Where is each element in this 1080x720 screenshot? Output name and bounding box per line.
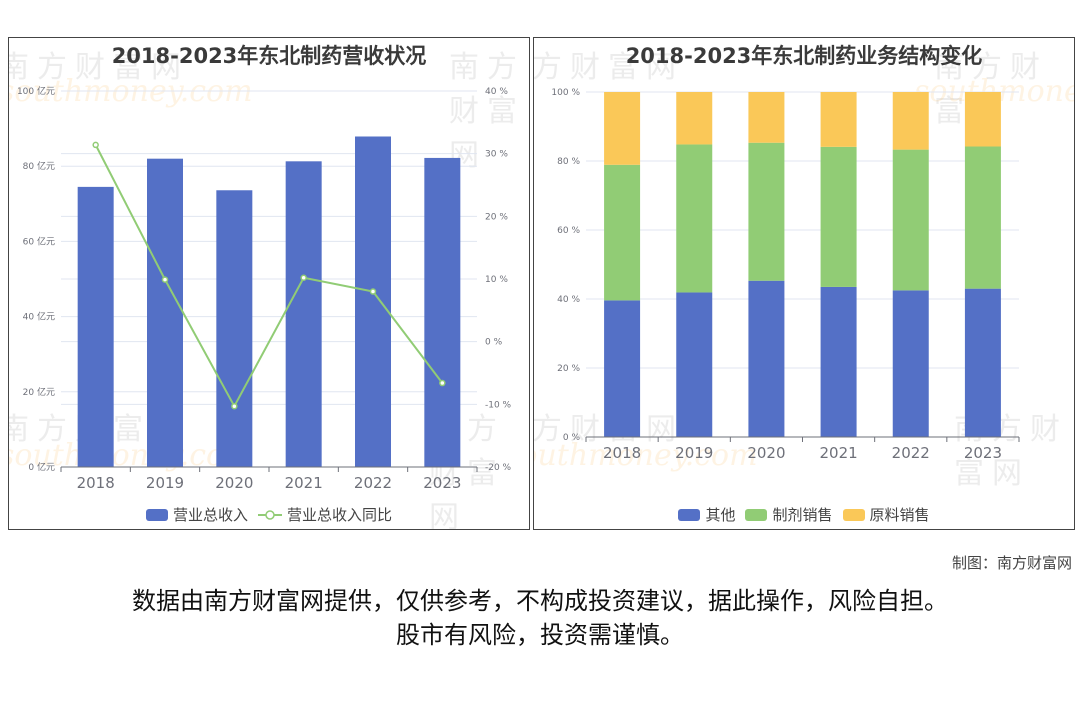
chart-legend: 其他 制剂销售 原料销售 — [534, 504, 1074, 525]
bar-swatch-icon — [842, 508, 865, 521]
disclaimer-line-1: 数据由南方财富网提供，仅供参考，不构成投资建议，据此操作，风险自担。 — [132, 587, 948, 615]
revenue-chart-panel: 南方财富网 southmoney.com 南方财富网 southmoney.co… — [8, 37, 530, 530]
chart-legend: 营业总收入 营业总收入同比 — [9, 504, 529, 525]
bar-swatch-icon — [745, 508, 768, 521]
disclaimer-line-2: 股市有风险，投资需谨慎。 — [396, 621, 684, 649]
svg-text:2022: 2022 — [892, 444, 930, 462]
svg-text:0 亿元: 0 亿元 — [28, 461, 55, 473]
svg-text:60 亿元: 60 亿元 — [23, 235, 55, 247]
svg-text:2019: 2019 — [146, 474, 184, 492]
legend-label: 其他 — [705, 506, 736, 524]
svg-text:2018: 2018 — [77, 474, 115, 492]
svg-text:40 亿元: 40 亿元 — [23, 311, 55, 323]
svg-text:10 %: 10 % — [485, 275, 508, 285]
bar-swatch-icon — [145, 508, 168, 521]
svg-text:40 %: 40 % — [485, 87, 508, 97]
legend-item-api-sales[interactable]: 原料销售 — [842, 504, 930, 525]
legend-label: 制剂销售 — [772, 506, 833, 524]
svg-text:0 %: 0 % — [563, 433, 581, 443]
line-circle-icon — [258, 509, 282, 520]
svg-text:2020: 2020 — [215, 474, 253, 492]
svg-text:60 %: 60 % — [557, 226, 580, 236]
svg-text:20 %: 20 % — [557, 364, 580, 374]
svg-text:80 %: 80 % — [557, 157, 580, 167]
svg-text:100 亿元: 100 亿元 — [17, 85, 55, 97]
svg-text:2023: 2023 — [964, 444, 1002, 462]
svg-text:2022: 2022 — [354, 474, 392, 492]
chart-title: 2018-2023年东北制药营收状况 — [111, 44, 427, 68]
bar-swatch-icon — [678, 508, 701, 521]
svg-text:2021: 2021 — [819, 444, 857, 462]
chart-title: 2018-2023年东北制药业务结构变化 — [625, 44, 983, 68]
svg-text:-10 %: -10 % — [485, 400, 512, 410]
legend-label: 营业总收入同比 — [287, 506, 393, 524]
svg-text:2023: 2023 — [423, 474, 461, 492]
svg-text:2018: 2018 — [603, 444, 641, 462]
revenue-plot: 0 亿元 20 亿元 40 亿元 60 亿元 80 亿元 100 亿元 -20 % -10 %… — [17, 85, 512, 492]
legend-item-other[interactable]: 其他 — [678, 504, 735, 525]
svg-text:30 %: 30 % — [485, 150, 508, 160]
legend-item-revenue-yoy[interactable]: 营业总收入同比 — [258, 504, 392, 525]
svg-text:2019: 2019 — [675, 444, 713, 462]
legend-label: 营业总收入 — [172, 506, 248, 524]
chart-credit: 制图：南方财富网 — [951, 554, 1072, 572]
svg-text:100 %: 100 % — [551, 88, 580, 98]
structure-plot: 0 % 20 % 40 % 60 % 80 % 100 % 2018 2019 2020 2021… — [551, 88, 1020, 462]
legend-label: 原料销售 — [869, 506, 930, 524]
svg-text:20 %: 20 % — [485, 212, 508, 222]
legend-item-formulation-sales[interactable]: 制剂销售 — [745, 504, 833, 525]
svg-text:20 亿元: 20 亿元 — [23, 386, 55, 398]
svg-text:80 亿元: 80 亿元 — [23, 160, 55, 172]
legend-item-revenue[interactable]: 营业总收入 — [145, 504, 248, 525]
svg-text:-20 %: -20 % — [485, 463, 512, 473]
svg-text:40 %: 40 % — [557, 295, 580, 305]
svg-text:2020: 2020 — [747, 444, 785, 462]
business-structure-chart-panel: 南方财富网 南方财富网 southmoney.com 南方财富网 南方财富网 s… — [533, 37, 1075, 530]
svg-text:2021: 2021 — [285, 474, 323, 492]
svg-text:0 %: 0 % — [485, 338, 503, 348]
